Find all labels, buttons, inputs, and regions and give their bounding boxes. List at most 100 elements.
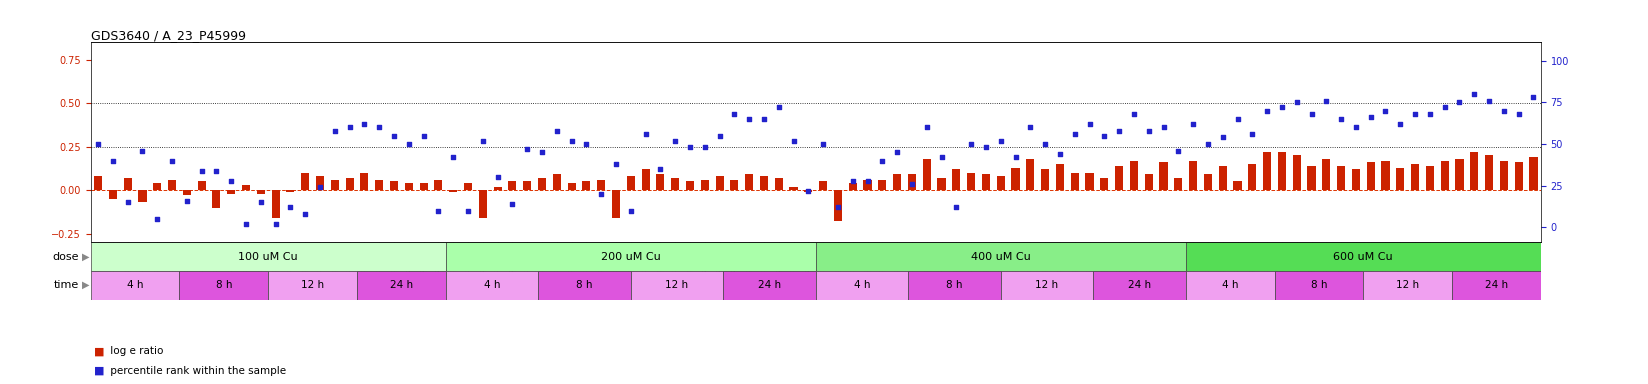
Point [883, 149, 910, 156]
Text: 12 h: 12 h [1035, 280, 1058, 290]
Text: 24 h: 24 h [758, 280, 781, 290]
Point [987, 137, 1014, 144]
Bar [552, 174, 560, 190]
Bar [789, 187, 798, 190]
Point [1180, 121, 1206, 127]
Bar [953, 169, 961, 190]
Point [633, 131, 659, 137]
Bar [1307, 166, 1315, 190]
Bar [597, 180, 605, 190]
Point [868, 157, 895, 164]
Point [381, 132, 407, 139]
Point [292, 211, 318, 217]
Text: 4 h: 4 h [127, 280, 143, 290]
Point [957, 141, 984, 147]
Point [1491, 108, 1518, 114]
Point [618, 208, 644, 214]
Point [839, 177, 865, 184]
Point [529, 149, 555, 156]
Point [796, 187, 822, 194]
Point [1447, 99, 1473, 105]
Bar [1000, 271, 1093, 300]
Bar [331, 180, 339, 190]
Bar [1145, 174, 1154, 190]
Bar [361, 173, 369, 190]
Bar [1160, 162, 1167, 190]
Point [218, 177, 244, 184]
Text: ■: ■ [94, 346, 104, 356]
Bar [138, 190, 147, 202]
Bar [91, 271, 180, 300]
Point [366, 124, 392, 130]
Point [277, 204, 303, 210]
Bar [358, 271, 447, 300]
Point [1061, 131, 1088, 137]
Bar [153, 183, 162, 190]
Point [1269, 104, 1295, 110]
Bar [745, 174, 753, 190]
Text: 8 h: 8 h [577, 280, 593, 290]
Bar [1086, 173, 1094, 190]
Point [898, 181, 925, 187]
Bar [1292, 156, 1300, 190]
Bar [94, 176, 102, 190]
Bar [1203, 174, 1211, 190]
Bar [522, 182, 531, 190]
Bar [1277, 152, 1285, 190]
Bar [1337, 166, 1345, 190]
Text: 4 h: 4 h [485, 280, 501, 290]
Bar [1500, 161, 1508, 190]
Point [247, 199, 274, 205]
Bar [316, 176, 325, 190]
Bar [967, 173, 976, 190]
Bar [1411, 164, 1419, 190]
Point [158, 157, 185, 164]
Bar [1470, 152, 1478, 190]
Point [1358, 114, 1384, 120]
Point [544, 127, 570, 134]
Point [336, 124, 363, 130]
Point [1121, 111, 1147, 117]
Point [84, 141, 110, 147]
Bar [760, 176, 768, 190]
Text: 12 h: 12 h [666, 280, 689, 290]
Bar [834, 190, 842, 222]
Point [854, 177, 880, 184]
Point [1388, 121, 1414, 127]
Point [781, 137, 808, 144]
Text: 100 uM Cu: 100 uM Cu [239, 252, 298, 262]
Text: time: time [54, 280, 79, 290]
Point [1002, 154, 1028, 161]
Bar [537, 178, 545, 190]
Point [1032, 141, 1058, 147]
Bar [611, 190, 620, 218]
Point [603, 161, 630, 167]
Bar [1396, 167, 1404, 190]
Point [203, 167, 229, 174]
Point [824, 204, 850, 210]
Point [99, 157, 125, 164]
Point [1432, 104, 1458, 110]
Point [1328, 116, 1355, 122]
Point [928, 154, 954, 161]
Bar [272, 190, 280, 218]
Text: percentile rank within the sample: percentile rank within the sample [107, 366, 287, 376]
Bar [91, 242, 447, 271]
Bar [641, 169, 649, 190]
Point [1210, 134, 1236, 141]
Point [1284, 99, 1310, 105]
Bar [1056, 164, 1065, 190]
Bar [124, 178, 132, 190]
Point [143, 216, 170, 222]
Text: 12 h: 12 h [302, 280, 325, 290]
Bar [1185, 271, 1274, 300]
Point [485, 174, 511, 180]
Text: ■: ■ [94, 366, 104, 376]
Point [1462, 91, 1488, 97]
Bar [723, 271, 816, 300]
Point [173, 198, 199, 204]
Point [514, 146, 541, 152]
Point [1135, 127, 1162, 134]
Bar [1175, 178, 1182, 190]
Text: 400 uM Cu: 400 uM Cu [971, 252, 1030, 262]
